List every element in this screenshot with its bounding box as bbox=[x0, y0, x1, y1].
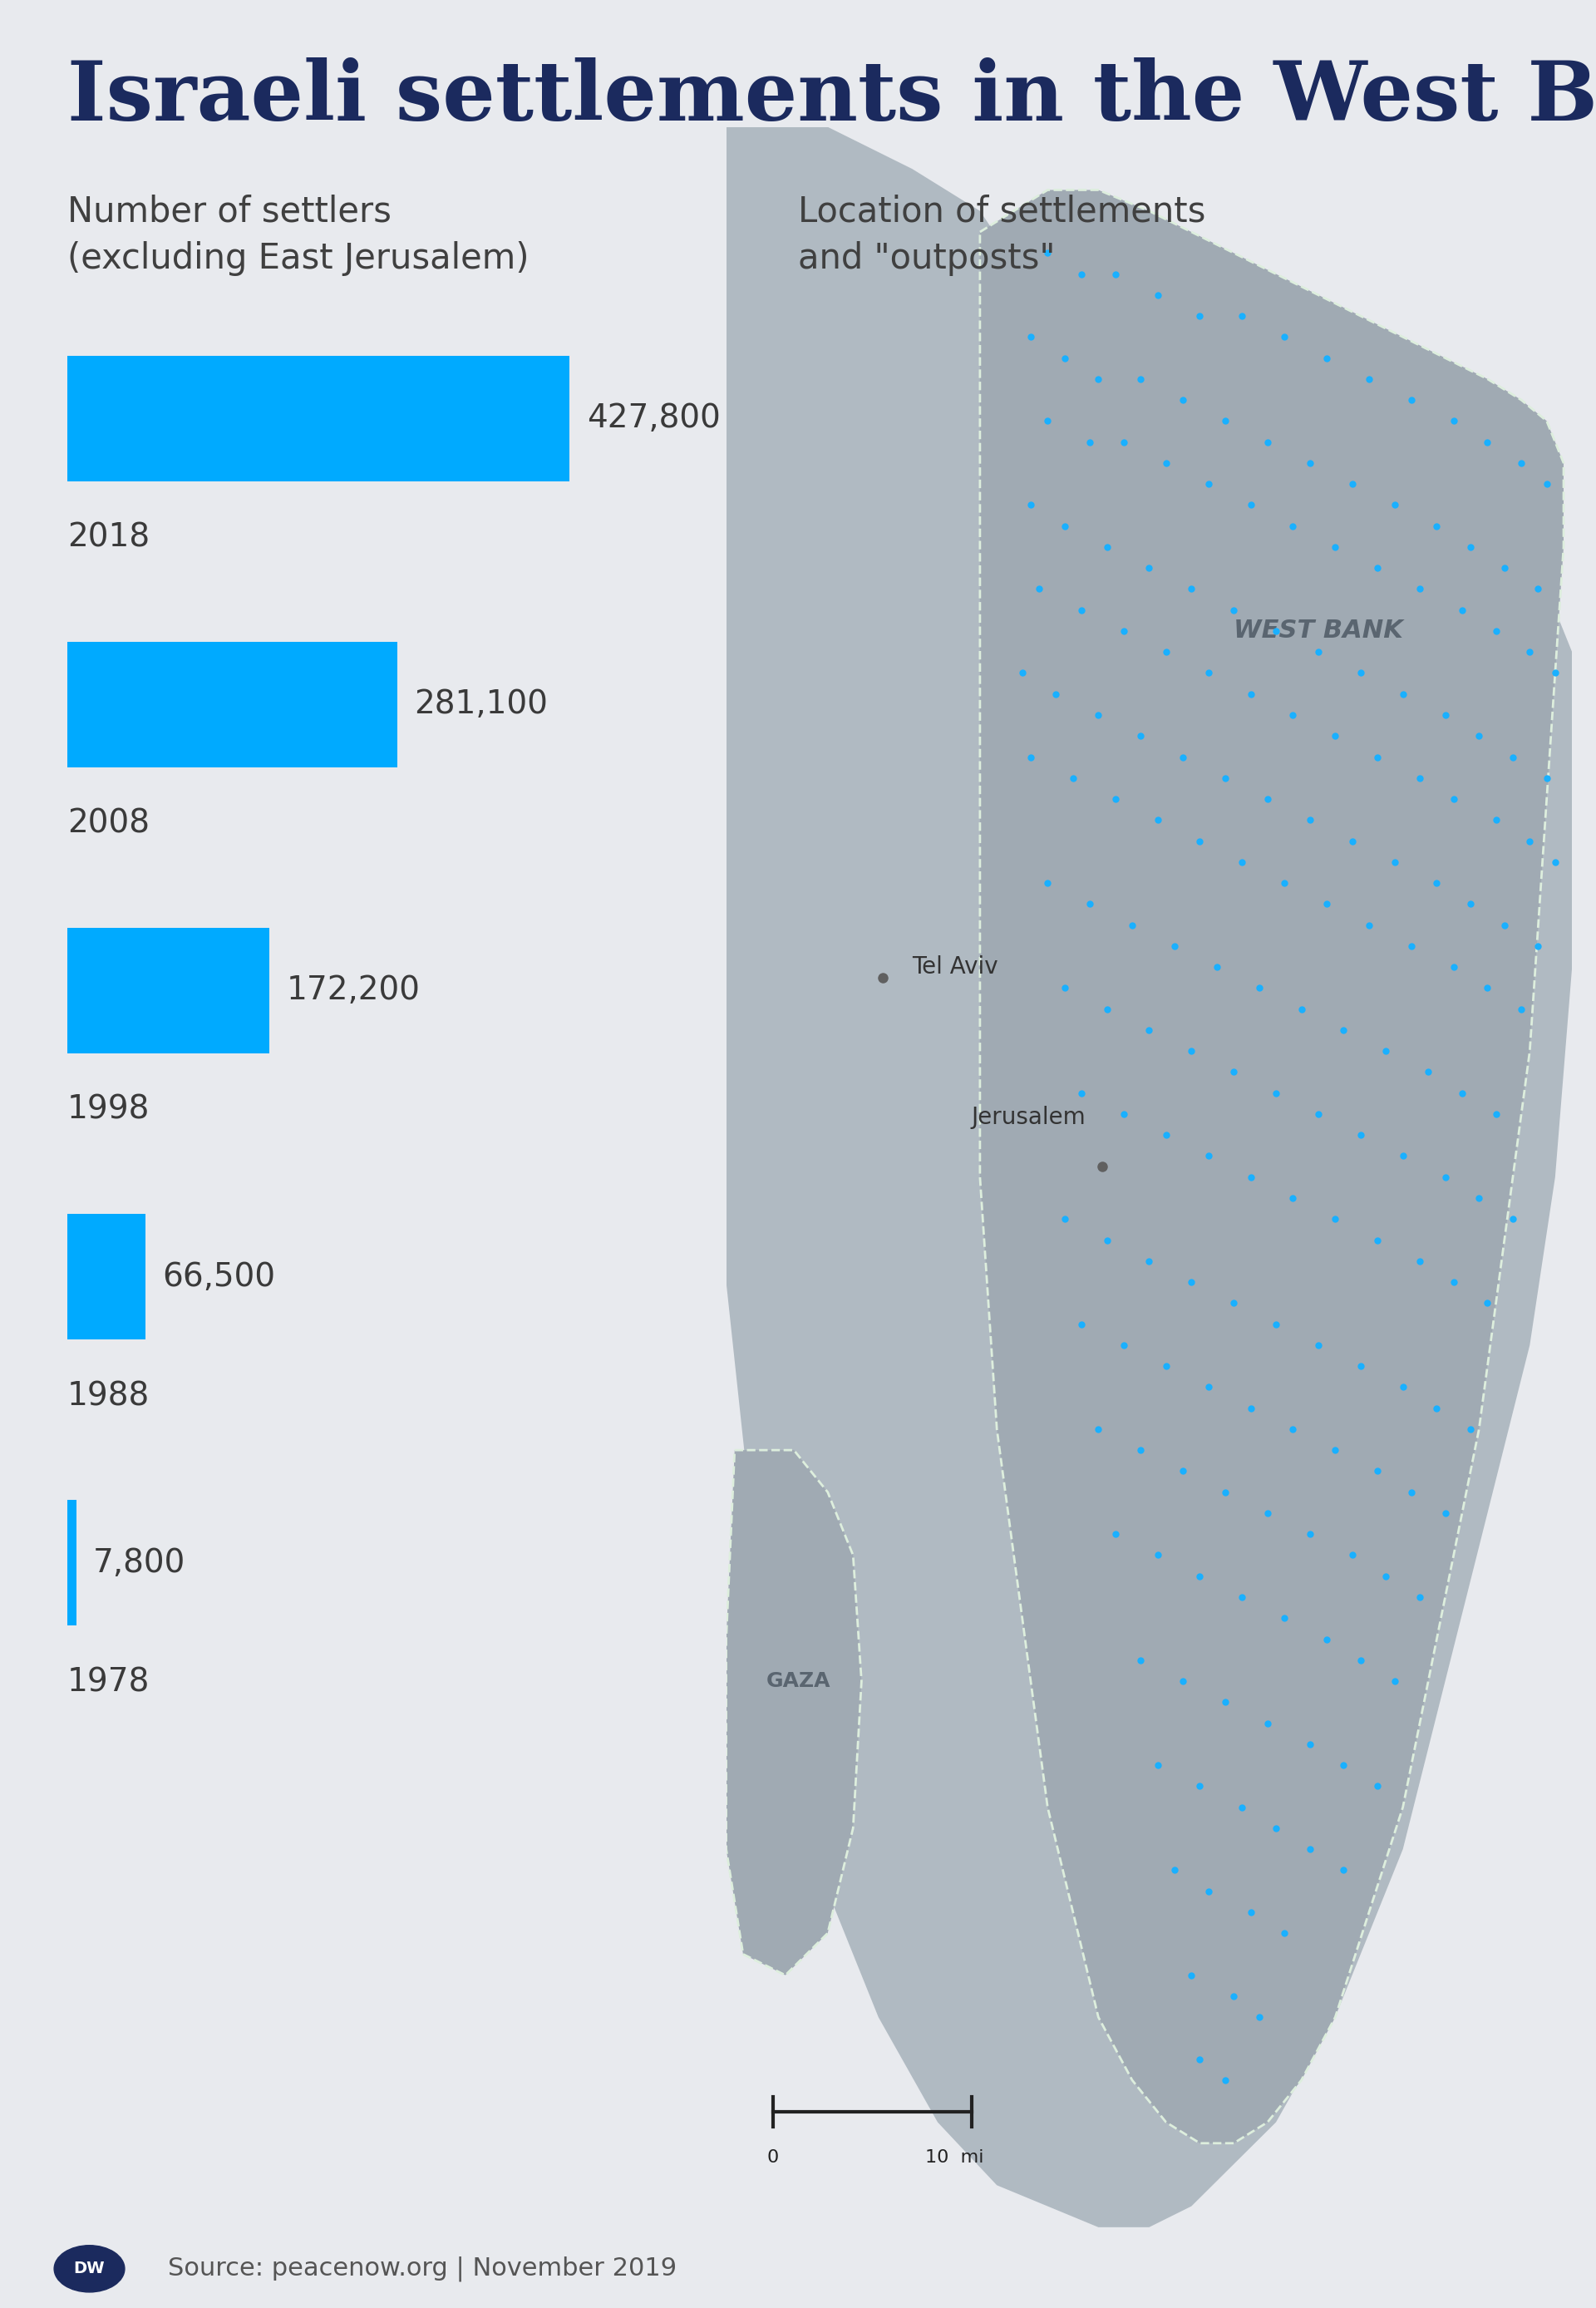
Text: 2018: 2018 bbox=[67, 522, 150, 554]
Text: 172,200: 172,200 bbox=[286, 974, 420, 1006]
Text: Israeli settlements in the West Bank: Israeli settlements in the West Bank bbox=[67, 58, 1596, 138]
Text: 427,800: 427,800 bbox=[587, 402, 720, 434]
Text: 0: 0 bbox=[766, 2149, 779, 2167]
Circle shape bbox=[54, 2246, 124, 2292]
Polygon shape bbox=[726, 1449, 862, 1976]
Text: Number of settlers
(excluding East Jerusalem): Number of settlers (excluding East Jerus… bbox=[67, 194, 528, 277]
Text: 1998: 1998 bbox=[67, 1094, 150, 1126]
Text: WEST BANK: WEST BANK bbox=[1234, 619, 1403, 644]
Text: 7,800: 7,800 bbox=[93, 1546, 185, 1579]
Bar bbox=[67, 928, 270, 1052]
Text: GAZA: GAZA bbox=[766, 1671, 830, 1692]
Text: Tel Aviv: Tel Aviv bbox=[913, 956, 999, 979]
Bar bbox=[67, 1500, 77, 1625]
Text: DW: DW bbox=[73, 2262, 105, 2276]
Text: 2008: 2008 bbox=[67, 808, 150, 840]
Text: Jerusalem: Jerusalem bbox=[972, 1106, 1085, 1129]
Bar bbox=[67, 642, 397, 766]
Text: Source: peacenow.org | November 2019: Source: peacenow.org | November 2019 bbox=[168, 2257, 677, 2280]
Text: 1988: 1988 bbox=[67, 1380, 150, 1412]
Polygon shape bbox=[980, 189, 1564, 2144]
Bar bbox=[67, 355, 570, 480]
Polygon shape bbox=[726, 127, 1572, 2227]
Text: 1978: 1978 bbox=[67, 1666, 150, 1699]
Text: 281,100: 281,100 bbox=[413, 688, 547, 720]
Bar bbox=[67, 1214, 145, 1339]
Text: 66,500: 66,500 bbox=[161, 1260, 275, 1292]
Text: Location of settlements
and "outposts": Location of settlements and "outposts" bbox=[798, 194, 1205, 277]
Text: 10  mi: 10 mi bbox=[926, 2149, 983, 2167]
